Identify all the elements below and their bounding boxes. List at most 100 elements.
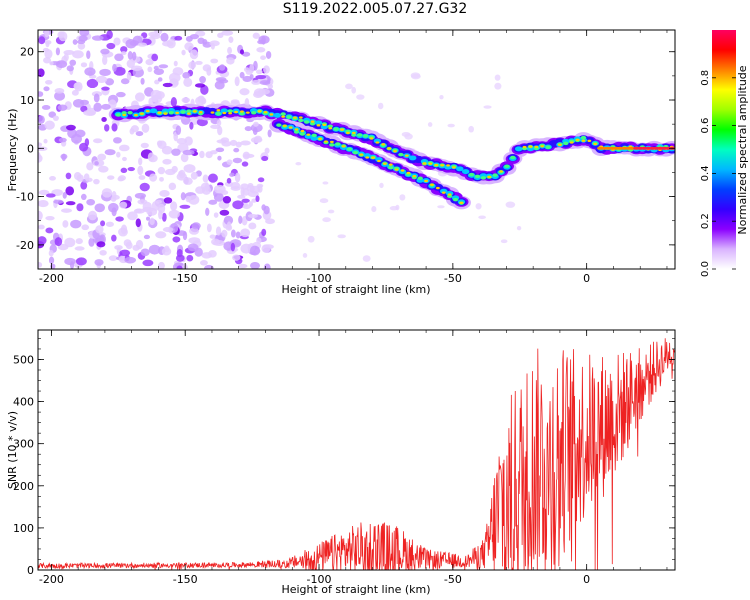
heatmap-ytick-label: -20 [16, 239, 34, 252]
heatmap-blob [54, 91, 66, 101]
heatmap-blob [226, 57, 235, 65]
heatmap-blob [79, 142, 89, 152]
heatmap-trace-blob [435, 186, 440, 190]
heatmap-blob [239, 49, 245, 55]
heatmap-trace-blob [288, 126, 293, 129]
heatmap-blob [127, 211, 138, 221]
heatmap-trace-blob [192, 110, 197, 113]
heatmap-blob [202, 174, 209, 183]
heatmap-blob [75, 238, 83, 245]
heatmap-blob [246, 184, 255, 193]
heatmap-blob [106, 30, 113, 40]
heatmap-blob [126, 59, 136, 68]
snr-series-line [38, 338, 675, 570]
heatmap-trace-blob [286, 115, 292, 119]
heatmap-blob [83, 109, 96, 116]
heatmap-blob [72, 98, 85, 108]
heatmap-trace-blob [428, 162, 433, 165]
heatmap-blob [226, 221, 232, 230]
heatmap-blob [494, 82, 502, 90]
heatmap-blob [43, 138, 48, 144]
heatmap-blob [230, 229, 236, 238]
heatmap-trace-blob [276, 123, 282, 127]
heatmap-blob [91, 35, 104, 41]
heatmap-blob [389, 206, 399, 211]
heatmap-trace-blob [452, 166, 456, 169]
heatmap-blob [135, 239, 144, 250]
heatmap-blob [113, 137, 122, 144]
heatmap-blob [241, 198, 250, 203]
heatmap-blob [345, 83, 353, 90]
heatmap-blob [217, 32, 224, 39]
heatmap-trace-blob [228, 112, 233, 115]
heatmap-blob [267, 84, 274, 89]
snr-xlabel: Height of straight line (km) [281, 583, 430, 596]
colorbar-tick-label: 0.4 [700, 165, 711, 181]
heatmap-blob [107, 175, 115, 180]
heatmap-trace-blob [563, 141, 569, 146]
heatmap-blob [160, 32, 169, 42]
heatmap-trace-blob [341, 145, 346, 148]
heatmap-trace-blob [388, 163, 393, 166]
heatmap-blob [120, 78, 130, 85]
heatmap-trace-blob [545, 145, 551, 149]
heatmap-blob [239, 71, 245, 79]
heatmap-blob [162, 158, 172, 165]
heatmap-trace-blob [444, 164, 452, 170]
heatmap-trace-blob [239, 111, 245, 116]
heatmap-blob [100, 48, 110, 55]
heatmap-blob [197, 95, 205, 103]
heatmap-trace-blob [282, 124, 287, 127]
heatmap-blob [96, 241, 106, 248]
heatmap-blob [140, 248, 150, 257]
heatmap-trace-blob [587, 139, 592, 142]
heatmap-trace-blob [293, 116, 297, 119]
heatmap-blob [161, 247, 172, 256]
heatmap-trace-blob [115, 113, 122, 117]
heatmap-trace-blob [514, 146, 523, 152]
heatmap-trace-blob [373, 138, 382, 144]
heatmap-blob [86, 78, 99, 89]
heatmap-blob [65, 172, 72, 180]
heatmap-blob [162, 227, 174, 233]
heatmap-blob [188, 194, 200, 205]
heatmap-trace-blob [424, 179, 428, 183]
heatmap-blob [171, 148, 181, 156]
snr-ylabel: SNR (10 * v/v) [6, 411, 19, 489]
heatmap-trace-blob [581, 139, 586, 142]
colorbar-tick-label: 0.0 [700, 261, 711, 277]
heatmap-blob [48, 249, 54, 257]
heatmap-blob [257, 39, 266, 45]
heatmap-blob [74, 246, 85, 251]
heatmap-blob [157, 77, 163, 82]
colorbar-label: Normalized spectral amplitude [736, 65, 749, 234]
heatmap-blob [211, 238, 220, 246]
heatmap-blob [205, 207, 210, 217]
heatmap-blob [221, 140, 232, 147]
heatmap-blob [175, 125, 182, 135]
heatmap-trace-blob [459, 201, 464, 204]
heatmap-blob [174, 35, 183, 41]
heatmap-blob [351, 86, 357, 94]
heatmap-xtick-label: -150 [173, 272, 198, 285]
heatmap-blob [66, 65, 74, 72]
heatmap-trace-blob [215, 111, 222, 116]
heatmap-trace-blob [340, 128, 344, 131]
heatmap-blob [377, 102, 384, 110]
heatmap-blob [54, 237, 63, 247]
heatmap-blob [99, 68, 111, 77]
heatmap-blobs [38, 30, 675, 269]
heatmap-trace-blob [422, 162, 427, 165]
heatmap-blob [260, 55, 267, 60]
snr-xtick-label: -100 [307, 573, 332, 586]
heatmap-trace-blob [127, 110, 133, 115]
heatmap-blob [170, 97, 177, 107]
heatmap-blob [172, 236, 181, 243]
heatmap-blob [183, 77, 193, 88]
heatmap-blob [255, 74, 267, 80]
heatmap-trace-blob [309, 121, 316, 126]
heatmap-blob [95, 75, 108, 84]
heatmap-blob [217, 155, 222, 161]
heatmap-trace-blob [540, 145, 545, 148]
heatmap-blob [410, 72, 421, 79]
